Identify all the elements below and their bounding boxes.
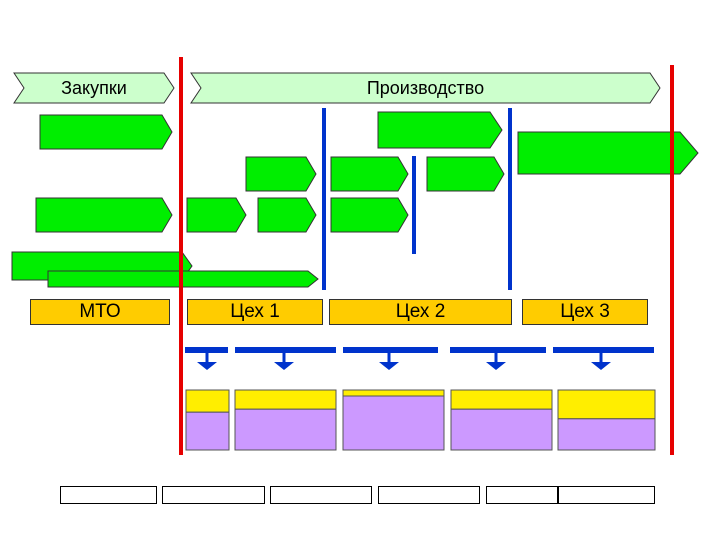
task-arrow: [426, 156, 505, 192]
workshop-shop-3: Цех 3: [522, 299, 648, 325]
task-arrow: [257, 197, 317, 233]
workshop-shop-2: Цех 2: [329, 299, 512, 325]
procurement-phase-label: Закупки: [61, 77, 127, 98]
empty-cell: [162, 486, 265, 504]
load-bar-yellow: [342, 389, 445, 397]
task-arrow: [35, 197, 173, 233]
empty-cell: [378, 486, 480, 504]
load-bar-purple: [450, 408, 553, 451]
task-arrow: [186, 197, 247, 233]
load-bar-yellow: [450, 389, 553, 410]
load-bar-purple: [234, 408, 337, 451]
load-bar-purple: [557, 418, 656, 451]
empty-cell: [270, 486, 372, 504]
load-bars: [185, 389, 656, 451]
load-bar-purple: [185, 411, 230, 451]
task-arrow: [330, 197, 409, 233]
load-bar-yellow: [557, 389, 656, 420]
procurement-phase-chevron: [13, 72, 175, 104]
production-phase-chevron: [190, 72, 661, 104]
task-arrow: [245, 156, 317, 192]
load-bar-yellow: [185, 389, 230, 413]
task-arrow: [377, 111, 503, 149]
load-bar-purple: [342, 395, 445, 451]
task-arrow: [330, 156, 409, 192]
workshop-shop-1: Цех 1: [187, 299, 323, 325]
task-arrow: [517, 131, 699, 175]
workshop-mto: МТО: [30, 299, 170, 325]
distribution-arrows: [185, 347, 654, 370]
load-bar-yellow: [234, 389, 337, 410]
empty-cell: [60, 486, 157, 504]
task-arrow: [39, 114, 173, 150]
production-phase-label: Производство: [366, 77, 485, 98]
empty-cell: [486, 486, 558, 504]
empty-cell: [558, 486, 655, 504]
